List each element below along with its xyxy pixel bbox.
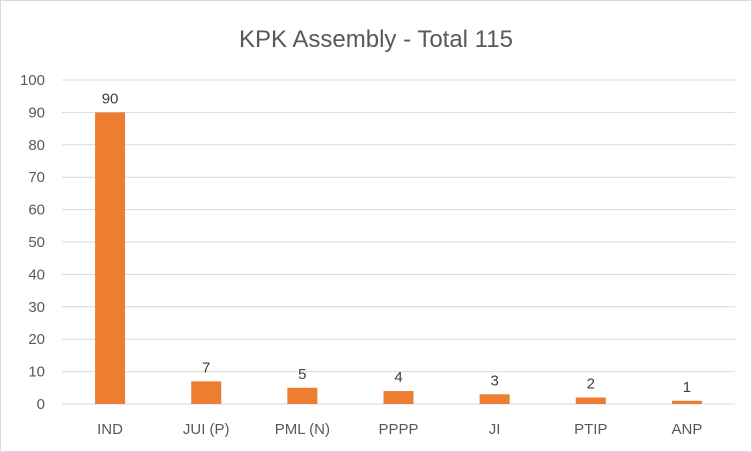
data-label: 4 [394, 369, 402, 386]
x-category-label: PML (N) [275, 421, 330, 438]
data-label: 5 [298, 366, 306, 383]
y-tick-label: 50 [28, 234, 45, 251]
gridlines [62, 79, 735, 405]
y-axis-ticks: 0 10 20 30 40 50 60 70 80 90 100 [20, 72, 45, 413]
x-category-label: PPPP [378, 421, 418, 438]
x-axis-categories: IND JUI (P) PML (N) PPPP JI PTIP ANP [97, 421, 702, 438]
y-tick-label: 90 [28, 104, 45, 121]
y-tick-label: 20 [28, 331, 45, 348]
y-tick-label: 60 [28, 202, 45, 219]
data-label: 3 [490, 372, 498, 389]
data-label: 1 [683, 379, 691, 396]
x-category-label: JI [489, 421, 501, 438]
bar-pppp [383, 391, 414, 404]
y-tick-label: 40 [28, 266, 45, 283]
x-category-label: JUI (P) [183, 421, 230, 438]
bar-anp [671, 400, 702, 404]
data-label: 2 [587, 376, 595, 393]
x-category-label: ANP [672, 421, 703, 438]
data-labels: 90 7 5 4 3 2 1 [102, 90, 691, 395]
bar-ind [95, 112, 126, 405]
data-label: 7 [202, 359, 210, 376]
chart-title: KPK Assembly - Total 115 [239, 26, 513, 53]
y-tick-label: 10 [28, 364, 45, 381]
data-label: 90 [102, 90, 119, 107]
y-tick-label: 100 [20, 72, 45, 89]
y-tick-label: 70 [28, 169, 45, 186]
bar-ptip [575, 397, 606, 404]
y-tick-label: 0 [37, 396, 45, 413]
bars [95, 112, 702, 405]
bar-pml-n [287, 387, 318, 404]
y-tick-label: 80 [28, 137, 45, 154]
x-category-label: IND [97, 421, 123, 438]
x-category-label: PTIP [574, 421, 607, 438]
bar-jui-p [191, 381, 222, 404]
y-tick-label: 30 [28, 299, 45, 316]
bar-ji [479, 394, 510, 404]
